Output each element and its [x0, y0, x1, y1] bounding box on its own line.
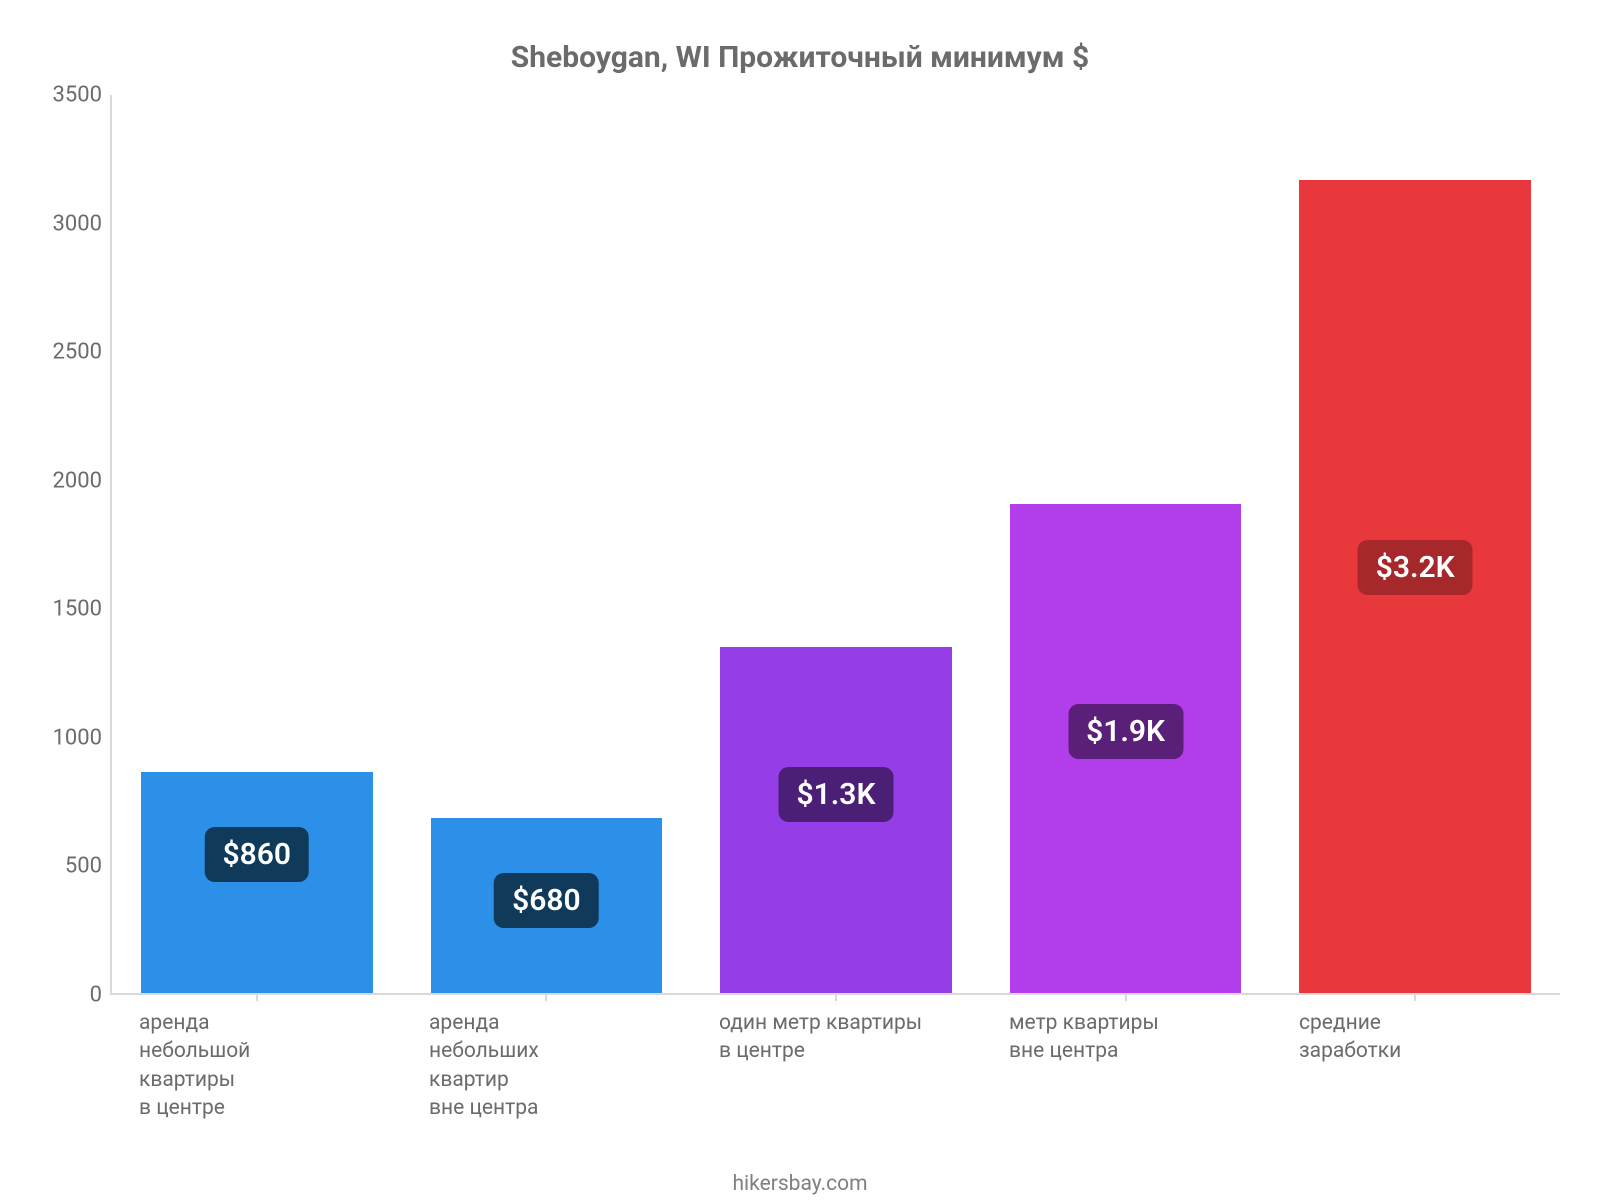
bar: $1.3K: [720, 647, 952, 993]
y-tick-label: 1000: [53, 725, 102, 750]
chart-title: Sheboygan, WI Прожиточный минимум $: [40, 40, 1560, 75]
plot-area: $860 $680 $1.3K $1.9K $3.2K: [110, 95, 1560, 995]
y-axis: 0500100015002000250030003500: [40, 95, 110, 995]
x-tick-mark: [835, 993, 837, 1001]
bar: $3.2K: [1299, 180, 1531, 993]
y-tick-label: 3000: [53, 211, 102, 236]
x-axis: аренданебольшойквартирыв центреаренданеб…: [110, 995, 1560, 1122]
value-badge: $680: [494, 873, 599, 928]
x-tick-mark: [256, 993, 258, 1001]
x-axis-label: метр квартирывне центра: [980, 1009, 1270, 1122]
x-axis-label: аренданебольшойквартирыв центре: [110, 1009, 400, 1122]
x-axis-label: средниезаработки: [1270, 1009, 1560, 1122]
y-tick-label: 3500: [53, 83, 102, 108]
x-tick-mark: [1414, 993, 1416, 1001]
y-tick-label: 500: [65, 854, 102, 879]
bar: $860: [141, 772, 373, 993]
x-tick-mark: [1125, 993, 1127, 1001]
bar: $1.9K: [1010, 504, 1242, 993]
plot-outer: 0500100015002000250030003500 $860$680$1.…: [40, 95, 1560, 995]
y-tick-label: 1500: [53, 597, 102, 622]
chart-container: Sheboygan, WI Прожиточный минимум $ 0 500…: [0, 0, 1600, 1200]
x-axis-label: аренданебольшихквартирвне центра: [400, 1009, 690, 1122]
value-badge: $1.3K: [779, 767, 894, 822]
x-tick-mark: [545, 993, 547, 1001]
y-tick-label: 2500: [53, 340, 102, 365]
y-tick-label: 0: [90, 983, 102, 1008]
value-badge: $860: [205, 827, 310, 882]
credit-text: hikersbay.com: [40, 1172, 1560, 1196]
value-badge: $3.2K: [1358, 540, 1473, 595]
x-axis-label: один метр квартирыв центре: [690, 1009, 980, 1122]
value-badge: $1.9K: [1068, 704, 1183, 759]
bar: $680: [431, 818, 663, 993]
y-tick-label: 2000: [53, 468, 102, 493]
